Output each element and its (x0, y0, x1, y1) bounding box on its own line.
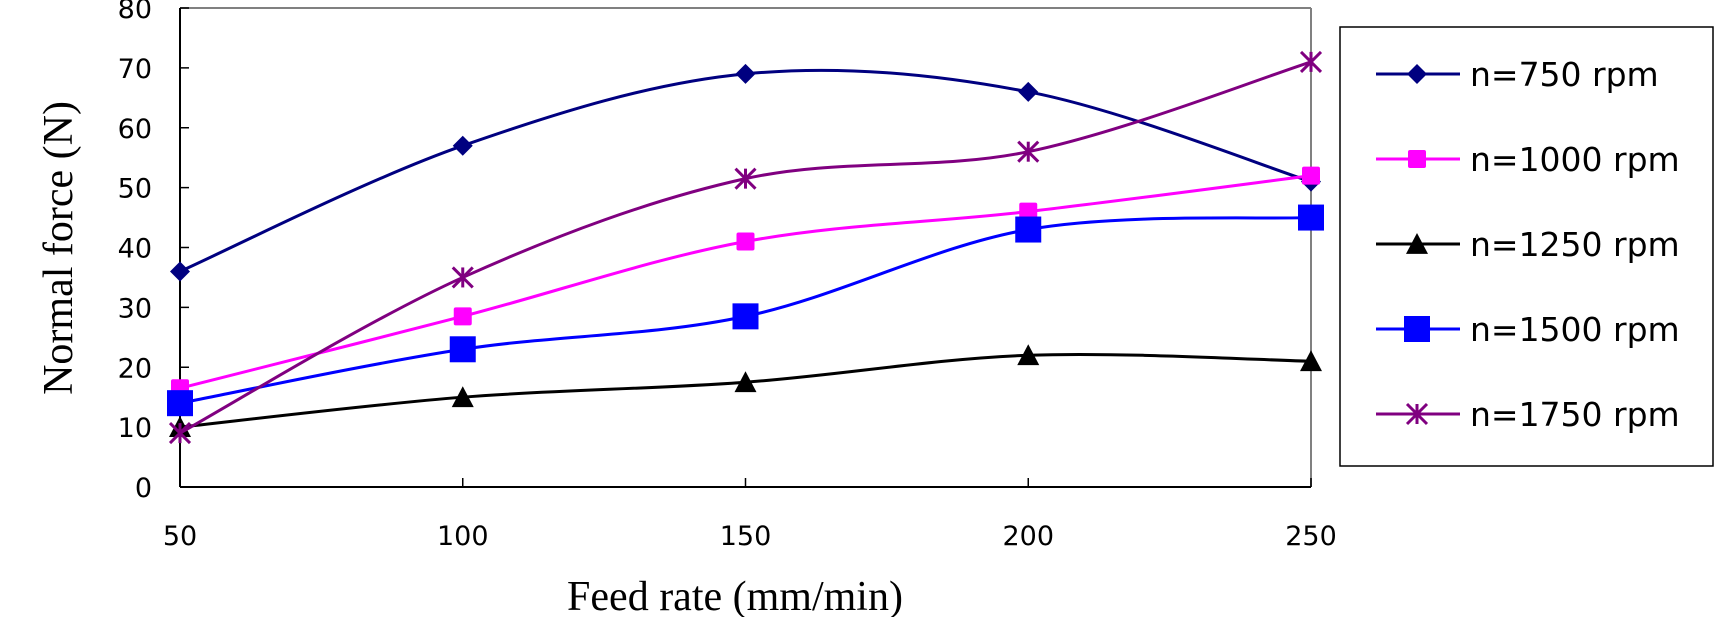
y-tick-label: 50 (118, 174, 152, 205)
legend-item: n=1500 rpm (1376, 310, 1680, 349)
data-point (451, 266, 474, 289)
legend-label: n=1000 rpm (1470, 140, 1680, 179)
data-point (735, 63, 756, 84)
data-point (168, 422, 192, 445)
legend-marker (1404, 316, 1430, 342)
data-point (734, 371, 757, 393)
x-tick-label: 150 (720, 521, 772, 552)
legend-marker (1406, 233, 1428, 254)
data-point (167, 390, 193, 417)
y-tick-label: 30 (118, 293, 152, 324)
data-point (452, 135, 473, 156)
series-layer (167, 50, 1324, 445)
legend-marker (1408, 150, 1426, 168)
y-axis-ticks: 0 10 20 30 40 50 60 70 80 (118, 0, 189, 504)
y-tick-label: 10 (118, 413, 152, 444)
x-axis-ticks: 50 100 150 200 250 (163, 478, 1337, 552)
data-point (449, 336, 476, 363)
y-tick-label: 80 (118, 0, 152, 25)
legend: n=750 rpm n=1000 rpm n=1250 rpm n=1500 rpm n… (1339, 26, 1714, 467)
x-tick-label: 200 (1002, 521, 1054, 552)
data-point (1018, 81, 1039, 102)
y-tick-label: 60 (118, 114, 152, 145)
series-n-1500-rpm (167, 204, 1324, 417)
data-point (1298, 204, 1324, 231)
series-n-1000-rpm (171, 166, 1320, 398)
series-n-1750-rpm (168, 50, 1323, 445)
legend-box (1339, 26, 1714, 467)
data-point (1017, 344, 1040, 366)
data-point (734, 167, 757, 190)
x-tick-label: 100 (437, 521, 489, 552)
y-tick-label: 40 (118, 234, 152, 265)
data-point (1299, 50, 1323, 73)
y-tick-label: 20 (118, 353, 152, 384)
series-n-1250-rpm (169, 344, 1322, 438)
legend-item: n=1000 rpm (1376, 140, 1680, 179)
y-axis-title: Normal force (N) (36, 101, 82, 395)
x-tick-label: 250 (1285, 521, 1337, 552)
legend-item: n=1750 rpm (1376, 395, 1680, 434)
legend-item: n=750 rpm (1376, 55, 1659, 94)
y-tick-label: 70 (118, 54, 152, 85)
legend-label: n=1750 rpm (1470, 395, 1680, 434)
legend-label: n=1250 rpm (1470, 225, 1680, 264)
legend-item: n=1250 rpm (1376, 225, 1680, 264)
data-point (451, 386, 474, 408)
data-point (1300, 350, 1322, 372)
legend-marker (1405, 402, 1429, 426)
data-point (1017, 140, 1040, 163)
data-point (453, 307, 472, 326)
x-tick-label: 50 (163, 521, 197, 552)
x-axis-title: Feed rate (mm/min) (567, 574, 903, 617)
legend-label: n=750 rpm (1470, 55, 1659, 94)
data-point (736, 232, 755, 251)
data-point (732, 303, 759, 330)
data-point (1019, 202, 1038, 221)
legend-marker (1407, 64, 1427, 84)
data-point (1015, 216, 1042, 243)
data-point (1302, 166, 1320, 185)
data-point (170, 261, 190, 282)
y-tick-label: 0 (135, 473, 152, 504)
legend-label: n=1500 rpm (1470, 310, 1680, 349)
series-n-750-rpm (170, 63, 1321, 282)
